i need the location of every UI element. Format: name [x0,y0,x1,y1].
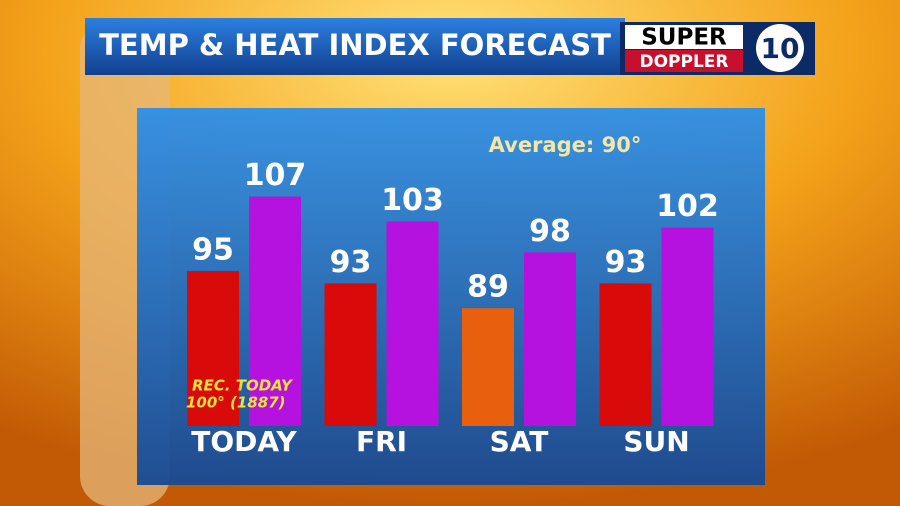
value-label: 89 [467,270,509,305]
logo-doppler: DOPPLER [639,52,728,72]
x-tick-label: SAT [490,425,549,458]
x-tick-label: FRI [356,425,407,458]
logo-number: 10 [761,32,800,65]
bar [462,308,514,426]
logo-circle [756,24,804,72]
bar [249,196,301,426]
logo-top [625,25,743,49]
value-label: 103 [381,183,444,218]
x-tick-label: SUN [623,425,689,458]
value-label: 98 [529,214,571,249]
record-note: REC. TODAY [192,377,294,395]
bar [661,227,714,426]
value-label: 102 [656,189,719,224]
bar [324,283,377,426]
bar [386,221,439,426]
value-label: 107 [244,158,307,193]
logo-bottom [625,50,743,72]
logo-super: SUPER [641,25,727,51]
panel [137,108,765,485]
annotation: Average: 90° [489,133,642,157]
value-label: 95 [192,233,234,268]
record-note: 100° (1887) [186,394,286,412]
x-tick-label: TODAY [191,425,297,458]
value-label: 93 [605,245,647,280]
title: TEMP & HEAT INDEX FORECAST [99,28,611,62]
value-label: 93 [330,245,372,280]
bar [599,283,652,426]
bar [524,252,576,426]
bar [187,271,239,426]
title-band [85,18,625,75]
